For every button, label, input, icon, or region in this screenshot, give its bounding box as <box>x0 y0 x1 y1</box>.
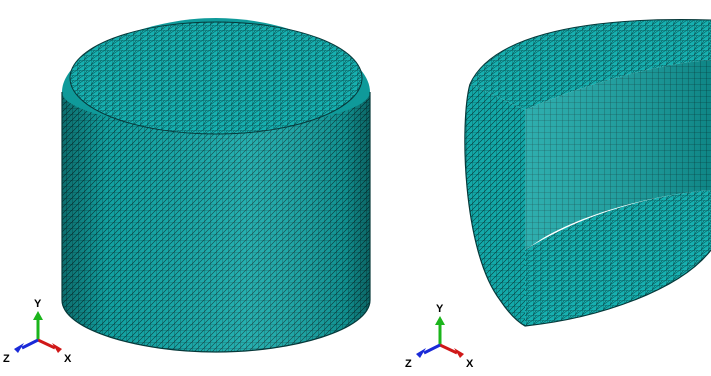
cylinder-top-face <box>70 22 362 134</box>
viewport-full-cylinder: Y Z X <box>3 18 371 365</box>
y-axis-label: Y <box>436 303 444 315</box>
inner-bottom-face <box>525 190 711 326</box>
x-axis-label: X <box>466 358 474 370</box>
axis-triad-right: Y Z X <box>405 303 474 370</box>
outer-curved-surface <box>464 84 525 326</box>
axis-triad-left: Y Z X <box>3 298 72 365</box>
half-cylinder-mesh: Y Z X <box>405 19 711 370</box>
full-cylinder-mesh: Y Z X <box>3 18 371 365</box>
z-axis-label: Z <box>405 358 412 370</box>
viewport-half-cylinder: Y Z X <box>400 0 711 376</box>
x-axis-label: X <box>64 353 72 365</box>
z-axis-label: Z <box>3 353 10 365</box>
y-axis-label: Y <box>34 298 42 310</box>
cut-top-face <box>470 19 711 110</box>
